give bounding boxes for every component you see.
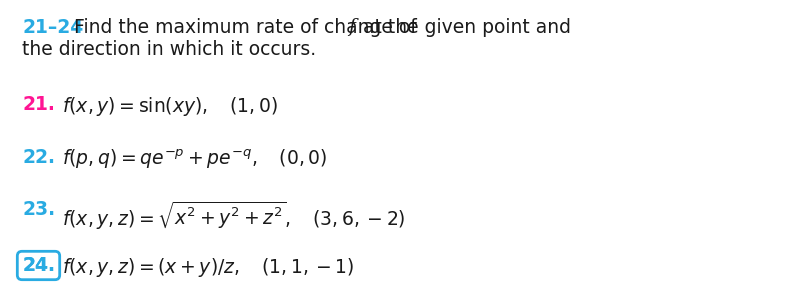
Text: 23.: 23. <box>22 200 55 219</box>
Text: $f(p, q) = qe^{-p} + pe^{-q},\quad (0, 0)$: $f(p, q) = qe^{-p} + pe^{-q},\quad (0, 0… <box>62 148 328 171</box>
Text: the direction in which it occurs.: the direction in which it occurs. <box>22 40 316 59</box>
Text: Find the maximum rate of change of: Find the maximum rate of change of <box>68 18 423 37</box>
Text: $f(x, y, z) = \sqrt{x^2 + y^2 + z^2},\quad (3, 6, -2)$: $f(x, y, z) = \sqrt{x^2 + y^2 + z^2},\qu… <box>62 200 406 232</box>
Text: $f(x, y) = \sin(xy),\quad (1, 0)$: $f(x, y) = \sin(xy),\quad (1, 0)$ <box>62 95 278 118</box>
Text: 21–24: 21–24 <box>22 18 83 37</box>
Text: 24.: 24. <box>22 256 55 275</box>
Text: at the given point and: at the given point and <box>357 18 571 37</box>
Text: 22.: 22. <box>22 148 55 167</box>
Text: f: f <box>348 18 355 36</box>
Text: 21.: 21. <box>22 95 55 114</box>
Text: $f(x, y, z) = (x + y)/z,\quad (1, 1, -1)$: $f(x, y, z) = (x + y)/z,\quad (1, 1, -1)… <box>62 256 354 279</box>
Text: 24.: 24. <box>22 256 55 275</box>
